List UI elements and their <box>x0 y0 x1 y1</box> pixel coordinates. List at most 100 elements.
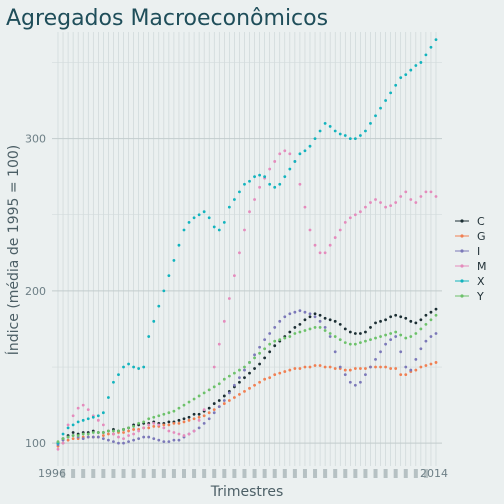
data-point-I <box>172 438 176 442</box>
data-point-I <box>313 315 317 319</box>
data-point-C <box>348 330 352 334</box>
data-point-Y <box>258 351 261 355</box>
data-point-G <box>313 364 317 367</box>
data-point-I <box>91 435 95 439</box>
data-point-Y <box>328 332 332 335</box>
data-point-I <box>429 335 433 338</box>
x-tick-mark <box>81 469 86 478</box>
data-point-G <box>197 415 201 419</box>
data-point-I <box>263 338 267 342</box>
data-point-M <box>424 190 428 194</box>
data-point-X <box>142 365 146 369</box>
data-point-X <box>233 198 236 201</box>
data-point-I <box>157 438 161 442</box>
data-point-X <box>76 420 80 424</box>
data-point-M <box>122 437 125 440</box>
data-point-Y <box>132 425 136 428</box>
data-point-G <box>283 370 287 373</box>
legend-item-M: M <box>455 260 487 273</box>
data-point-G <box>263 377 267 381</box>
legend-label: X <box>477 275 485 288</box>
data-point-G <box>414 368 418 372</box>
data-point-I <box>137 437 141 440</box>
x-tick-mark <box>121 469 126 478</box>
data-point-Y <box>313 326 317 329</box>
data-point-X <box>434 38 438 42</box>
data-point-X <box>308 144 312 148</box>
data-point-M <box>394 201 398 204</box>
data-point-X <box>278 182 282 186</box>
data-point-C <box>394 313 398 317</box>
data-point-M <box>222 319 226 323</box>
legend-item-X: X <box>455 275 485 288</box>
data-point-C <box>364 330 367 334</box>
data-point-X <box>66 426 70 430</box>
x-tick-mark <box>363 469 368 478</box>
data-point-G <box>404 373 408 377</box>
data-point-M <box>147 423 151 427</box>
data-point-M <box>283 149 287 153</box>
grid-layer <box>52 32 442 466</box>
data-point-G <box>147 426 151 430</box>
data-point-Y <box>369 338 372 342</box>
data-point-X <box>217 228 221 232</box>
data-point-X <box>273 185 277 189</box>
data-point-I <box>243 368 246 372</box>
data-point-M <box>369 201 372 204</box>
data-point-I <box>207 417 211 421</box>
data-point-X <box>328 125 332 128</box>
data-point-Y <box>374 336 377 340</box>
data-point-G <box>353 367 357 370</box>
data-point-X <box>147 335 151 338</box>
data-point-I <box>404 365 408 369</box>
data-point-Y <box>86 432 90 436</box>
data-point-I <box>132 438 136 442</box>
data-point-X <box>288 167 292 171</box>
data-point-G <box>167 423 171 427</box>
data-point-M <box>359 210 362 214</box>
data-point-I <box>217 405 221 409</box>
data-point-M <box>288 152 292 156</box>
data-point-C <box>177 418 181 422</box>
data-point-M <box>202 408 206 412</box>
data-point-Y <box>127 426 130 430</box>
data-point-Y <box>268 342 272 346</box>
data-point-I <box>283 315 287 319</box>
data-point-C <box>353 332 357 335</box>
data-point-M <box>313 243 317 247</box>
x-tick-mark <box>61 469 66 478</box>
data-point-C <box>389 315 393 319</box>
data-point-M <box>233 274 236 278</box>
data-point-Y <box>389 332 393 335</box>
data-point-I <box>258 345 261 349</box>
data-point-M <box>157 423 161 427</box>
data-point-Y <box>162 412 166 416</box>
data-point-X <box>212 225 216 229</box>
data-point-C <box>424 313 428 317</box>
data-point-G <box>333 367 337 370</box>
x-tick-mark <box>262 469 267 478</box>
data-point-I <box>338 365 342 369</box>
data-point-Y <box>384 333 387 337</box>
data-point-X <box>283 175 287 179</box>
data-point-X <box>238 190 241 194</box>
data-point-Y <box>379 335 382 338</box>
data-point-M <box>308 228 312 232</box>
data-point-M <box>253 198 256 201</box>
data-point-X <box>399 76 403 80</box>
data-point-X <box>71 423 75 427</box>
data-point-Y <box>404 336 408 340</box>
data-point-M <box>414 201 418 204</box>
data-point-C <box>369 326 372 329</box>
data-point-M <box>434 195 438 198</box>
legend-item-C: C <box>455 215 485 228</box>
data-point-X <box>243 182 246 186</box>
data-point-X <box>348 137 352 140</box>
data-point-C <box>192 412 196 416</box>
data-point-G <box>258 380 261 384</box>
y-axis-label: Índice (média de 1995 = 100) <box>5 145 22 355</box>
data-point-G <box>182 420 186 424</box>
data-point-Y <box>157 414 161 418</box>
data-point-X <box>409 68 413 72</box>
